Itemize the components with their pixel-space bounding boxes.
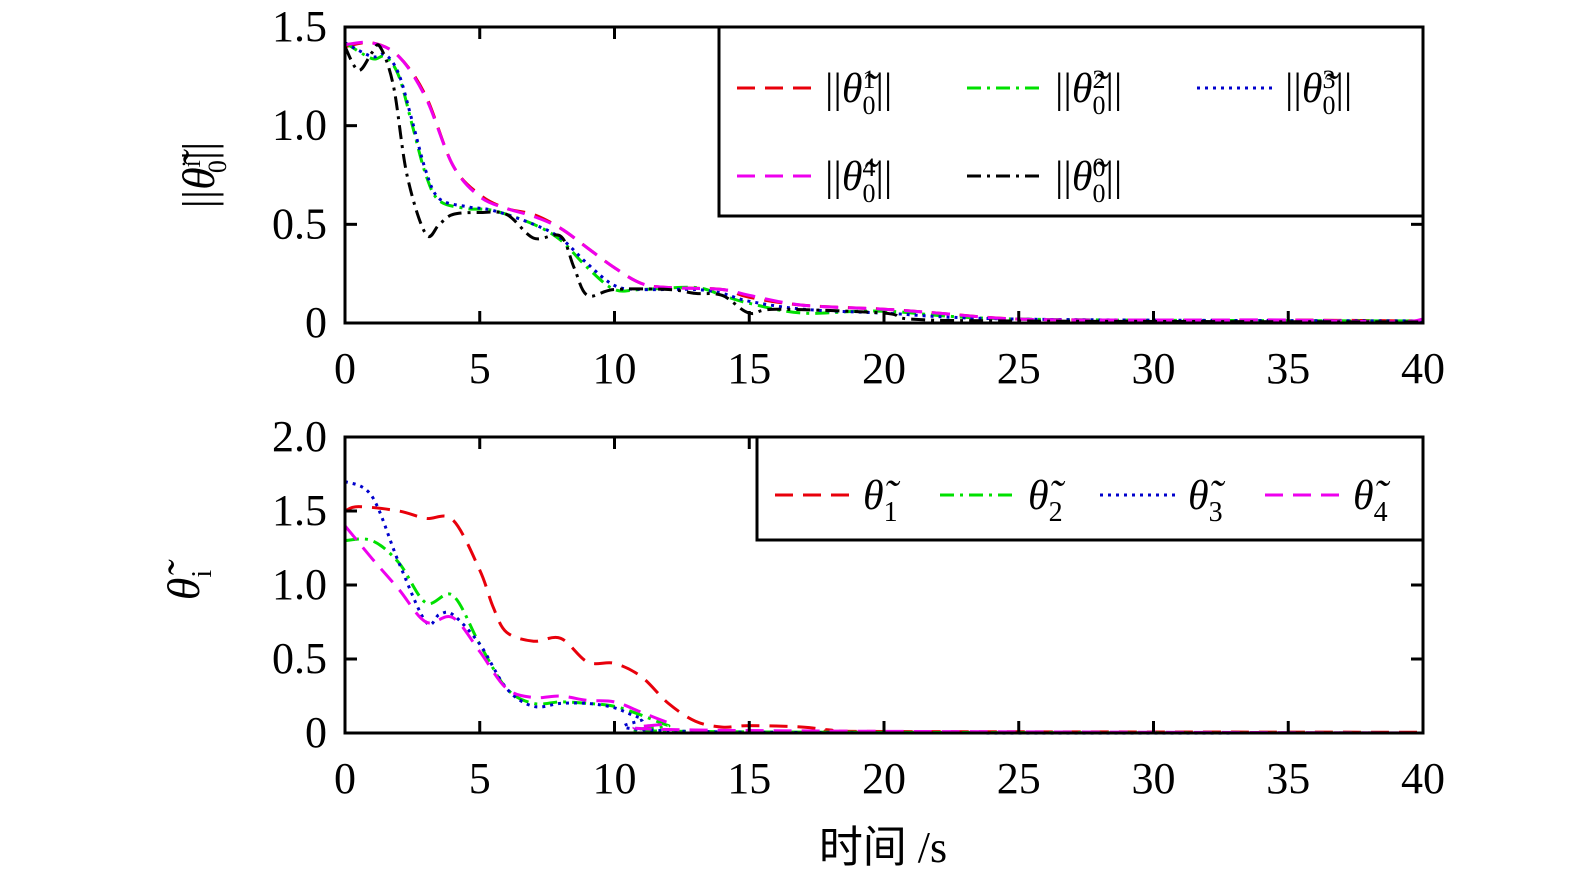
x-tick-label: 40 bbox=[1401, 754, 1445, 803]
label-sub: 4 bbox=[1374, 497, 1388, 528]
label-norm-open: || bbox=[1055, 66, 1072, 112]
x-tick-label: 15 bbox=[727, 344, 771, 393]
label-norm-open: || bbox=[173, 190, 224, 208]
legend-label: ||θ̃0 0|| bbox=[1055, 153, 1122, 208]
label-norm-close: || bbox=[875, 154, 892, 200]
legend-item-1: ||θ̃1 0|| bbox=[737, 65, 892, 120]
label-sub: 3 bbox=[1209, 497, 1223, 528]
y-axis-label: θ̃i bbox=[158, 559, 218, 601]
legend-label: ||θ̃2 0|| bbox=[1055, 65, 1122, 120]
x-tick-label: 30 bbox=[1132, 344, 1176, 393]
label-sub: 0 bbox=[862, 91, 875, 120]
label-sub: 2 bbox=[1049, 497, 1063, 528]
legend-item-4: ||θ̃4 0|| bbox=[737, 153, 892, 208]
x-tick-label: 35 bbox=[1266, 344, 1310, 393]
y-axis-label-text: θ̃i bbox=[158, 559, 218, 601]
label-sup: 3 bbox=[1322, 65, 1335, 94]
label-sub: i bbox=[187, 570, 218, 578]
x-tick-label: 30 bbox=[1132, 754, 1176, 803]
series-line-4 bbox=[343, 524, 1424, 735]
label-norm-open: || bbox=[1055, 154, 1072, 200]
label-sub: 0 bbox=[1092, 91, 1105, 120]
y-tick-label: 1.0 bbox=[272, 560, 327, 609]
x-tick-label: 5 bbox=[469, 754, 491, 803]
label-sub: 0 bbox=[203, 160, 232, 173]
y-tick-label: 1.5 bbox=[272, 486, 327, 535]
label-sub: 0 bbox=[1092, 179, 1105, 208]
label-sup: 0 bbox=[1092, 153, 1105, 182]
x-tick-label: 10 bbox=[593, 344, 637, 393]
y-tick-label: 2.0 bbox=[272, 412, 327, 461]
legend-label: ||θ̃3 0|| bbox=[1285, 65, 1352, 120]
label-sup: 4 bbox=[862, 153, 875, 182]
label-norm-close: || bbox=[1105, 66, 1122, 112]
legend: θ̃1 θ̃2 θ̃3 θ̃4 bbox=[755, 435, 1425, 542]
x-tick-label: 35 bbox=[1266, 754, 1310, 803]
series-line-4 bbox=[344, 40, 1424, 324]
y-tick-label: 1.5 bbox=[272, 2, 327, 51]
label-sup: 1 bbox=[862, 65, 875, 94]
label-sub: 1 bbox=[884, 497, 898, 528]
label-norm-close: || bbox=[173, 142, 224, 160]
y-tick-label: 0 bbox=[305, 708, 327, 757]
legend-box bbox=[755, 435, 1425, 542]
label-norm-close: || bbox=[1335, 66, 1352, 112]
series-line-1 bbox=[344, 505, 1424, 734]
x-tick-label: 0 bbox=[334, 754, 356, 803]
x-tick-label: 0 bbox=[334, 344, 356, 393]
x-tick-label: 20 bbox=[862, 344, 906, 393]
label-norm-open: || bbox=[825, 154, 842, 200]
series-line-2 bbox=[344, 537, 1424, 735]
label-norm-close: || bbox=[1105, 154, 1122, 200]
label-base: θ̃ bbox=[158, 559, 209, 601]
x-axis-label: 时间 /s bbox=[819, 823, 947, 872]
legend-label: ||θ̃4 0|| bbox=[825, 153, 892, 208]
legend-item-5: ||θ̃0 0|| bbox=[967, 153, 1122, 208]
label-norm-open: || bbox=[825, 66, 842, 112]
label-norm-open: || bbox=[1285, 66, 1302, 112]
legend-item-2: ||θ̃2 0|| bbox=[967, 65, 1122, 120]
x-tick-label: 15 bbox=[727, 754, 771, 803]
label-sup: 2 bbox=[1092, 65, 1105, 94]
legend-box bbox=[717, 25, 1425, 218]
x-tick-label: 5 bbox=[469, 344, 491, 393]
y-tick-label: 0.5 bbox=[272, 199, 327, 248]
legend: ||θ̃1 0|| ||θ̃2 0|| ||θ̃3 0|| ||θ̃4 0|| ||θ̃0 0|| bbox=[717, 25, 1425, 218]
label-sub: 0 bbox=[862, 179, 875, 208]
y-axis-label-text: ||θ̃i0|| bbox=[173, 142, 232, 209]
x-tick-label: 20 bbox=[862, 754, 906, 803]
y-tick-label: 1.0 bbox=[272, 101, 327, 150]
label-sup: i bbox=[177, 160, 206, 167]
legend-label: ||θ̃1 0|| bbox=[825, 65, 892, 120]
series-line-5 bbox=[343, 43, 1424, 324]
x-tick-label: 25 bbox=[997, 754, 1041, 803]
y-tick-label: 0 bbox=[305, 298, 327, 347]
x-tick-label: 25 bbox=[997, 344, 1041, 393]
plot-panel-2: 0 5 10 15 20 25 30 35 40 0 0.5 1.0 1.5 2.0 θ̃i θ̃1 θ̃2 θ̃… bbox=[158, 412, 1445, 803]
label-norm-close: || bbox=[875, 66, 892, 112]
x-tick-label: 40 bbox=[1401, 344, 1445, 393]
series-line-3 bbox=[344, 480, 1424, 735]
y-axis-label: ||θ̃i0|| bbox=[173, 142, 232, 209]
label-sub: 0 bbox=[1322, 91, 1335, 120]
legend-item-3: ||θ̃3 0|| bbox=[1197, 65, 1352, 120]
y-tick-label: 0.5 bbox=[272, 634, 327, 683]
x-tick-label: 10 bbox=[593, 754, 637, 803]
